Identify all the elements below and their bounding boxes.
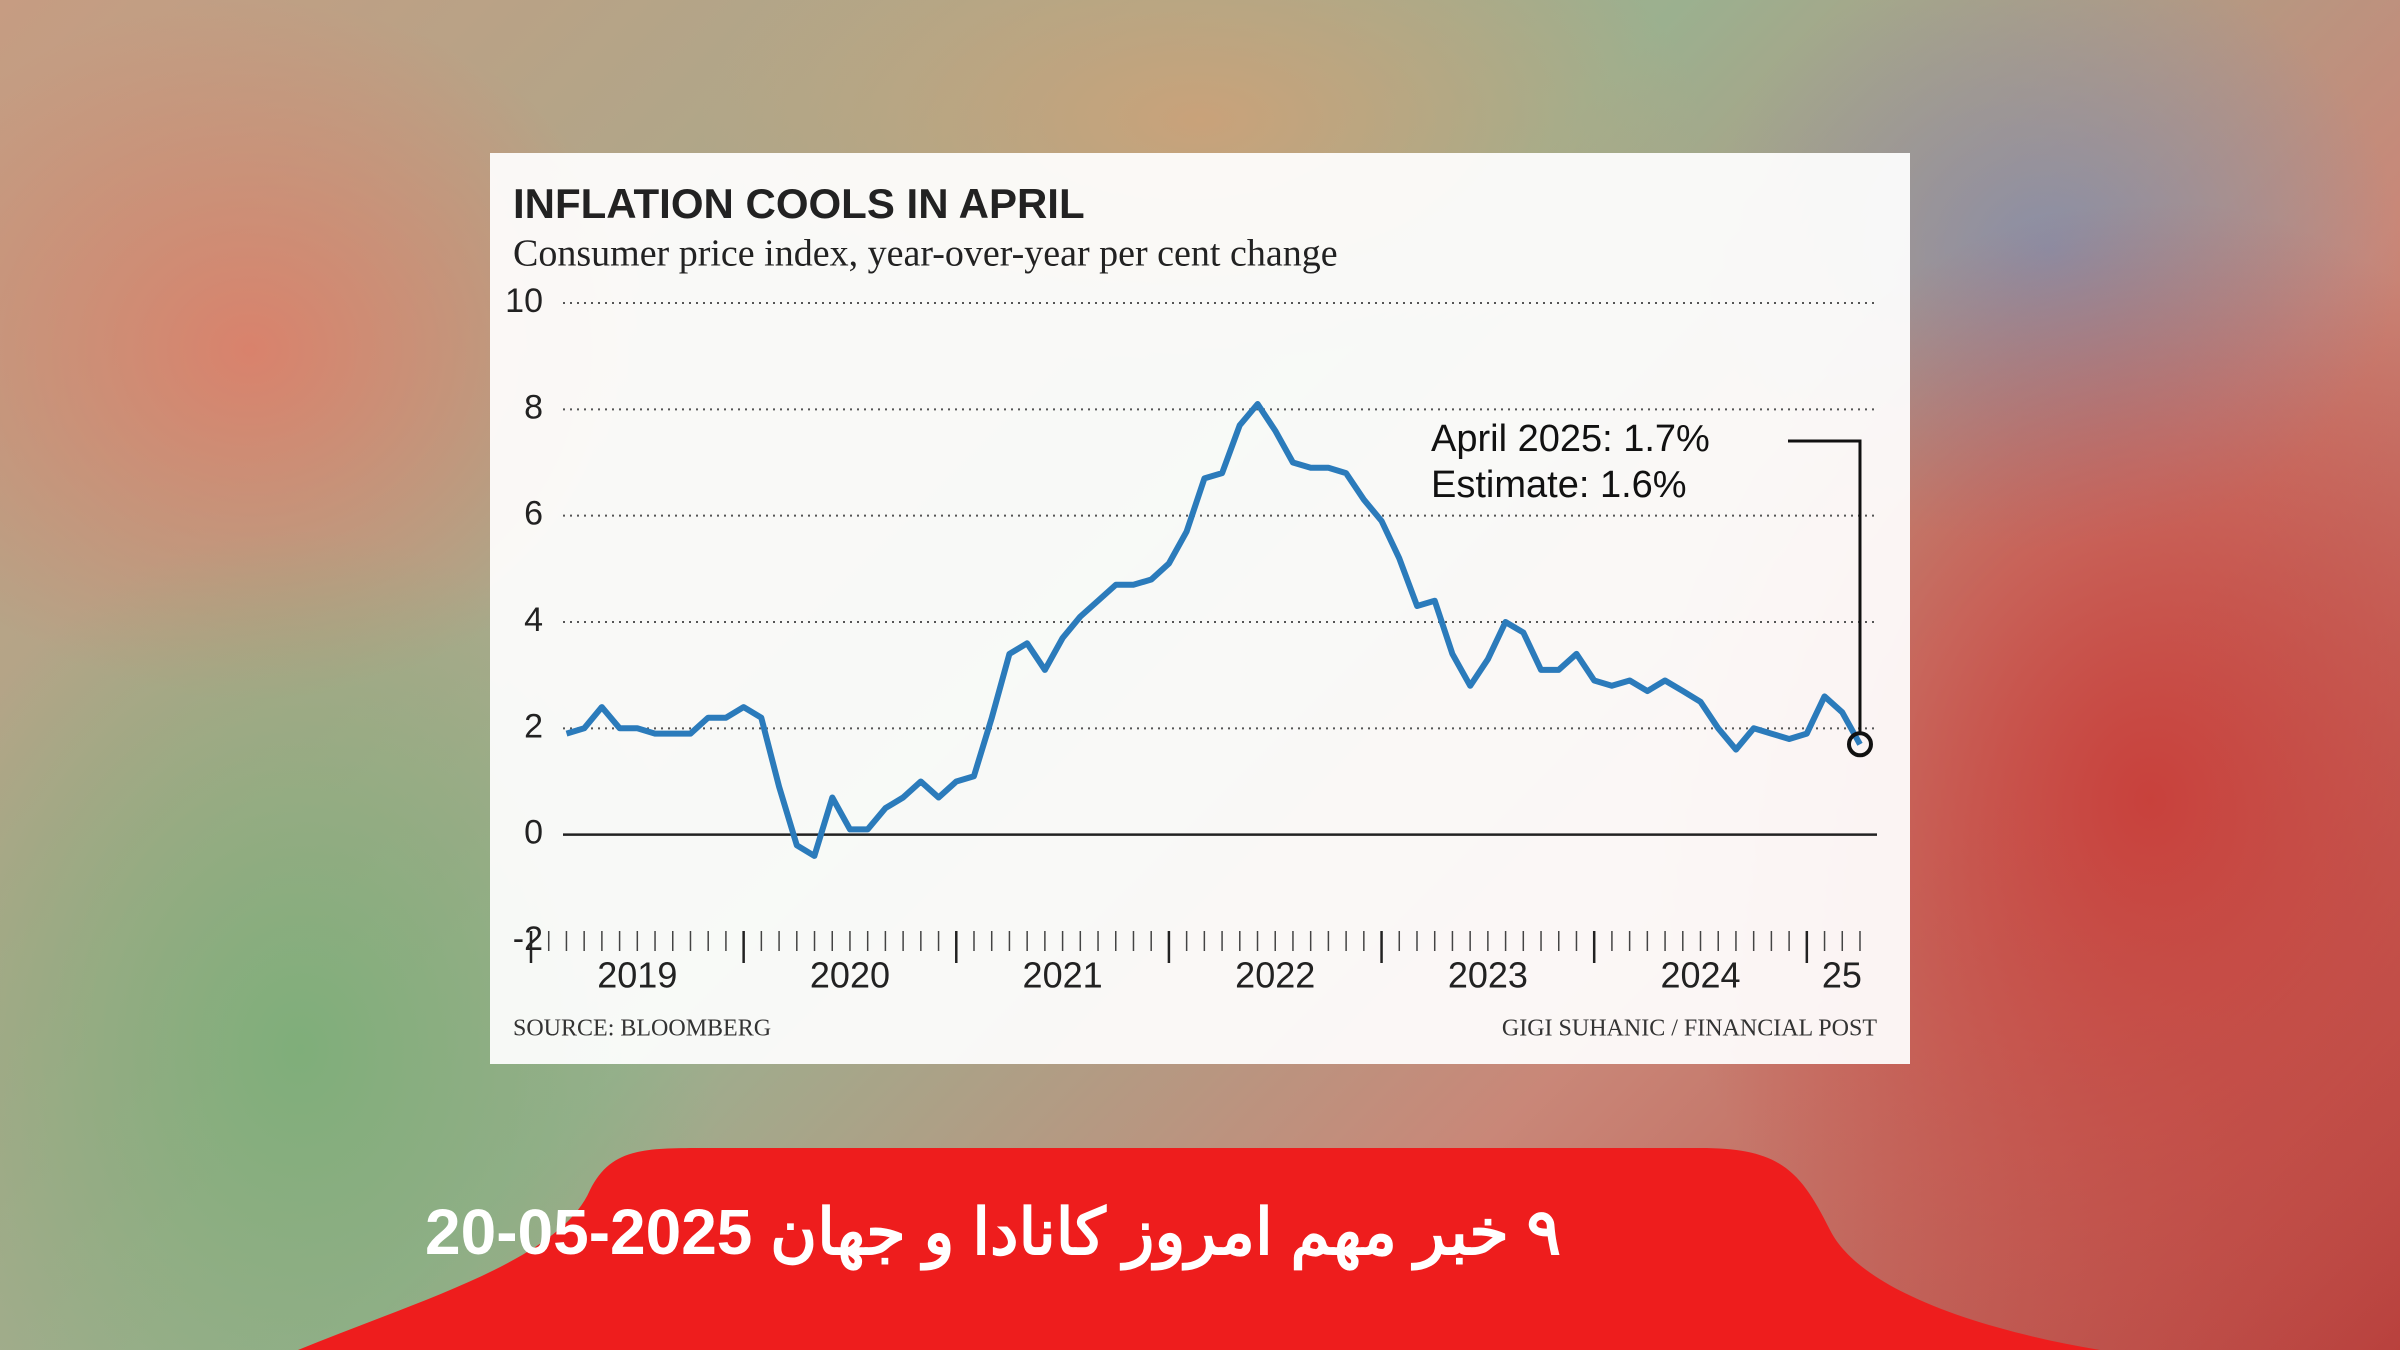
y-tick-label: 10 [505, 282, 543, 320]
credit: GIGI SUHANIC / FINANCIAL POST [1502, 1016, 1877, 1042]
y-tick-label: 6 [524, 495, 543, 533]
y-tick-label: 4 [524, 601, 543, 639]
chart-subtitle: Consumer price index, year-over-year per… [513, 233, 1338, 275]
line [565, 401, 1863, 859]
annotation: Estimate: 1.6% [1431, 464, 1687, 506]
last-point [1846, 731, 1873, 758]
x-tick-label: 2023 [1448, 955, 1528, 996]
x-tick-label: 2020 [810, 955, 890, 996]
source: SOURCE: BLOOMBERG [513, 1016, 771, 1042]
y-tick-label: -2 [513, 920, 543, 958]
y-tick-label: 0 [524, 814, 543, 852]
x-tick-label: 2024 [1660, 955, 1740, 996]
x-tick-label: 2021 [1023, 955, 1103, 996]
banner-text: ۹ خبر مهم امروز کانادا و جهان 2025-05-20 [425, 1196, 1561, 1271]
chart-panel [490, 153, 1910, 1064]
banner-shape [298, 1148, 2100, 1350]
y-tick-label: 2 [524, 707, 543, 745]
x-tick-label: 2022 [1235, 955, 1315, 996]
y-tick-label: 8 [524, 388, 543, 426]
chart-title: INFLATION COOLS IN APRIL [513, 180, 1085, 227]
annotation-connector [1788, 439, 1862, 733]
annotation: April 2025: 1.7% [1431, 418, 1710, 460]
x-tick-label: 2019 [597, 955, 677, 996]
x-tick-label: 25 [1822, 955, 1862, 996]
